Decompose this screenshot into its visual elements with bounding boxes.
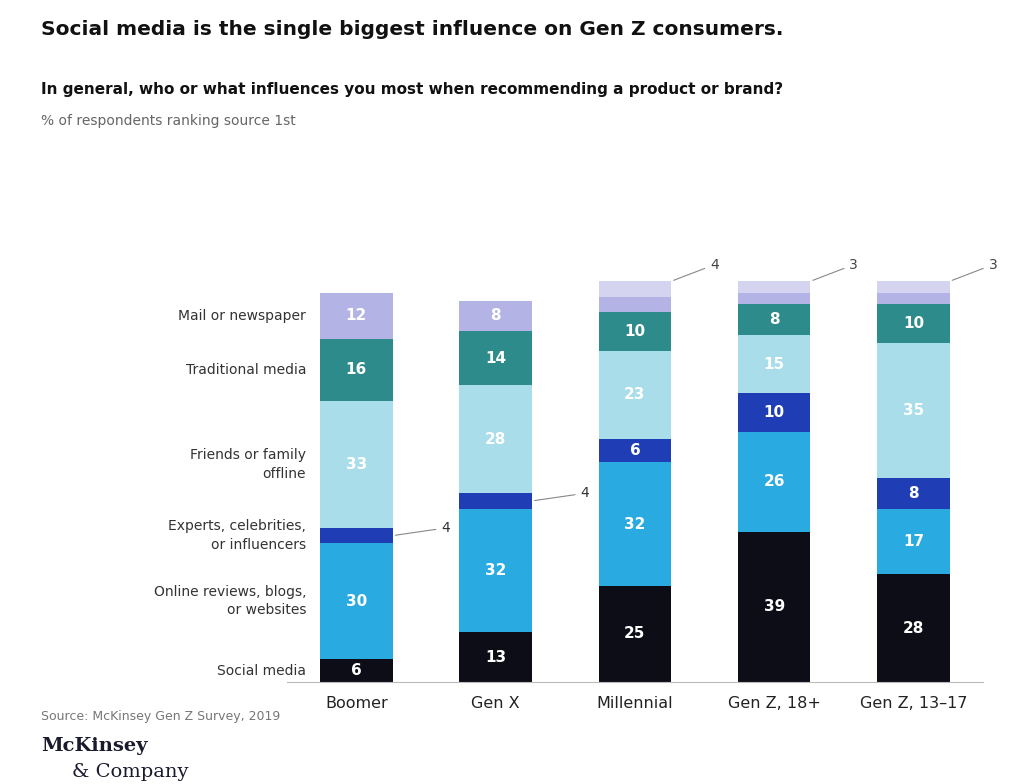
Text: 32: 32	[625, 517, 645, 532]
Bar	[321, 401, 392, 528]
Bar	[460, 300, 531, 332]
Bar	[738, 304, 810, 336]
Bar	[460, 493, 531, 509]
Text: 10: 10	[625, 324, 645, 339]
Bar	[738, 532, 810, 682]
Bar	[321, 543, 392, 659]
Text: & Company: & Company	[72, 763, 188, 781]
Text: 39: 39	[764, 600, 784, 615]
Text: 4: 4	[674, 258, 719, 281]
Text: 23: 23	[625, 387, 645, 402]
Text: Online reviews, blogs,
or websites: Online reviews, blogs, or websites	[154, 585, 306, 617]
Text: 4: 4	[535, 486, 590, 500]
Bar	[878, 304, 949, 343]
Text: Friends or family
offline: Friends or family offline	[190, 448, 306, 481]
Bar	[599, 312, 671, 350]
Text: 3: 3	[952, 258, 997, 281]
Text: 8: 8	[908, 486, 919, 501]
Text: 32: 32	[485, 563, 506, 578]
Bar	[599, 350, 671, 439]
Bar	[878, 293, 949, 304]
Text: 6: 6	[351, 663, 361, 678]
Bar	[738, 293, 810, 304]
Text: 35: 35	[903, 403, 924, 418]
Bar	[460, 632, 531, 682]
Text: 28: 28	[485, 432, 506, 447]
Bar	[599, 296, 671, 312]
Text: 13: 13	[485, 649, 506, 665]
Text: 8: 8	[769, 312, 779, 328]
Text: 15: 15	[764, 357, 784, 372]
Text: 16: 16	[346, 362, 367, 377]
Text: 28: 28	[903, 621, 924, 636]
Bar	[599, 281, 671, 296]
Text: Experts, celebrities,
or influencers: Experts, celebrities, or influencers	[168, 520, 306, 552]
Bar	[738, 281, 810, 293]
Bar	[321, 528, 392, 543]
Bar	[878, 281, 949, 293]
Text: 12: 12	[346, 308, 367, 324]
Text: 26: 26	[764, 474, 784, 489]
Text: 3: 3	[813, 258, 858, 281]
Text: % of respondents ranking source 1st: % of respondents ranking source 1st	[41, 114, 296, 128]
Text: 25: 25	[625, 626, 645, 641]
Text: 4: 4	[395, 521, 451, 535]
Bar	[321, 339, 392, 401]
Bar	[738, 432, 810, 532]
Text: In general, who or what influences you most when recommending a product or brand: In general, who or what influences you m…	[41, 82, 783, 97]
Text: 33: 33	[346, 457, 367, 472]
Text: 10: 10	[903, 316, 924, 331]
Bar	[878, 509, 949, 574]
Text: Source: McKinsey Gen Z Survey, 2019: Source: McKinsey Gen Z Survey, 2019	[41, 710, 281, 723]
Text: 17: 17	[903, 534, 924, 549]
Text: Traditional media: Traditional media	[185, 363, 306, 377]
Bar	[460, 332, 531, 386]
Bar	[460, 386, 531, 493]
Text: 8: 8	[490, 308, 501, 324]
Bar	[599, 586, 671, 682]
Bar	[599, 463, 671, 586]
Bar	[599, 439, 671, 463]
Text: Mail or newspaper: Mail or newspaper	[178, 309, 306, 323]
Bar	[878, 477, 949, 509]
Text: Social media is the single biggest influence on Gen Z consumers.: Social media is the single biggest influ…	[41, 20, 783, 38]
Text: 30: 30	[346, 593, 367, 608]
Bar	[460, 509, 531, 632]
Bar	[738, 393, 810, 432]
Bar	[738, 336, 810, 393]
Bar	[878, 343, 949, 477]
Text: McKinsey: McKinsey	[41, 737, 147, 755]
Bar	[321, 659, 392, 682]
Text: 10: 10	[764, 405, 784, 419]
Text: 14: 14	[485, 351, 506, 366]
Text: Social media: Social media	[217, 663, 306, 677]
Bar	[878, 574, 949, 682]
Bar	[321, 293, 392, 339]
Text: 6: 6	[630, 444, 640, 459]
